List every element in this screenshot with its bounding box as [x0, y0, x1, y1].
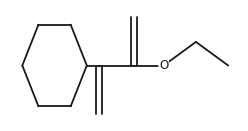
Text: O: O: [159, 59, 168, 72]
